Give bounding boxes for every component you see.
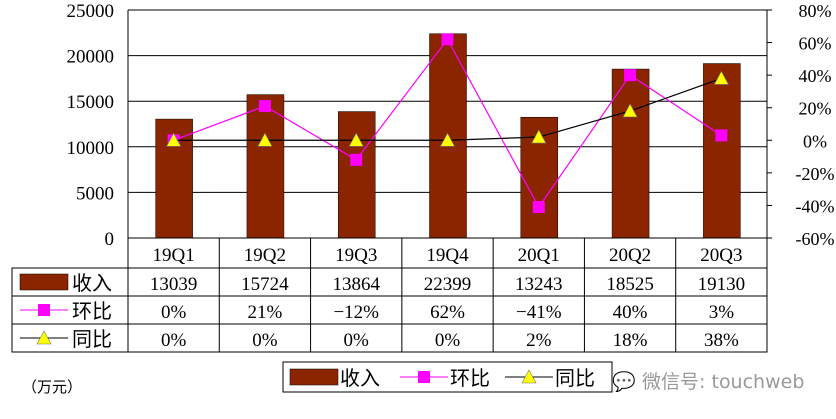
wechat-icon: 💬: [612, 371, 636, 393]
point-qoq-19Q3: [350, 153, 363, 166]
table-cell: −12%: [333, 302, 379, 323]
point-yoy-20Q1: [531, 129, 547, 144]
bar-20Q2: [611, 68, 650, 239]
table-legend-key-marker: [36, 330, 52, 345]
y-right-tick-label: 20%: [799, 99, 832, 119]
point-yoy-19Q2: [257, 132, 273, 147]
table-cell: 0%: [161, 302, 187, 323]
table-series-label: 同比: [72, 328, 112, 351]
y-right-tick-label: -60%: [796, 229, 835, 249]
x-tick-label: 20Q2: [609, 245, 651, 266]
table-series-label: 环比: [72, 300, 112, 323]
y-left-tick-label: 10000: [67, 138, 115, 159]
table-cell: 13864: [332, 274, 380, 295]
table-cell: 0%: [435, 330, 461, 351]
table-cell: 22399: [424, 274, 472, 295]
x-tick-label: 19Q4: [426, 245, 469, 266]
y-right-tick-label: -20%: [796, 164, 835, 184]
table-cell: 15724: [241, 274, 289, 295]
point-qoq-19Q2: [258, 100, 271, 113]
table-cell: 18525: [606, 274, 654, 295]
point-yoy-19Q1: [166, 132, 182, 147]
point-yoy-19Q3: [348, 132, 364, 147]
unit-note: （万元）: [22, 380, 83, 396]
point-qoq-20Q2: [624, 69, 637, 82]
table-cell: 38%: [704, 330, 739, 351]
y-right-tick-label: 40%: [799, 66, 832, 86]
legend-label: 环比: [450, 367, 490, 390]
watermark: 💬 微信号: touchweb: [612, 371, 805, 393]
legend-label: 同比: [555, 367, 595, 390]
table-series-label: 收入: [72, 272, 112, 295]
point-qoq-19Q4: [441, 33, 454, 46]
table-cell: 13243: [515, 274, 563, 295]
table-cell: 0%: [161, 330, 187, 351]
y-right-tick-label: 80%: [799, 1, 832, 21]
table-cell: 3%: [709, 302, 735, 323]
y-right-tick-label: -40%: [796, 196, 835, 216]
bar-19Q2: [246, 94, 285, 239]
table-legend-key-marker: [38, 304, 50, 316]
legend-key-marker: [418, 371, 430, 383]
table-cell: 13039: [150, 274, 198, 295]
table-legend-key: [19, 273, 69, 291]
x-tick-label: 19Q1: [153, 245, 195, 266]
y-right-tick-label: 60%: [799, 34, 832, 54]
x-tick-label: 20Q3: [700, 245, 742, 266]
y-left-tick-label: 20000: [67, 47, 115, 68]
point-qoq-20Q3: [715, 129, 728, 142]
table-cell: 40%: [613, 302, 648, 323]
x-tick-label: 20Q1: [518, 245, 560, 266]
x-tick-label: 19Q3: [335, 245, 377, 266]
y-left-tick-label: 25000: [67, 1, 115, 22]
point-qoq-20Q1: [532, 201, 545, 214]
point-yoy-20Q3: [713, 70, 729, 85]
bar-19Q3: [337, 111, 376, 239]
legend-label: 收入: [340, 367, 380, 390]
table-cell: 2%: [526, 330, 552, 351]
point-yoy-19Q4: [439, 132, 456, 147]
table-cell: 21%: [248, 302, 283, 323]
table-cell: 19130: [698, 274, 746, 295]
legend-key-marker: [521, 369, 537, 384]
y-left-tick-label: 5000: [76, 183, 114, 204]
table-cell: 18%: [613, 330, 648, 351]
y-right-tick-label: 0%: [803, 131, 827, 151]
table-cell: −41%: [516, 302, 562, 323]
point-yoy-20Q2: [622, 103, 638, 118]
x-tick-label: 19Q2: [244, 245, 286, 266]
table-cell: 0%: [252, 330, 278, 351]
y-left-tick-label: 0: [105, 229, 115, 250]
y-left-tick-label: 15000: [67, 92, 115, 113]
table-cell: 62%: [430, 302, 465, 323]
legend-key: [289, 368, 339, 386]
table-cell: 0%: [344, 330, 370, 351]
bar-20Q3: [703, 63, 741, 239]
